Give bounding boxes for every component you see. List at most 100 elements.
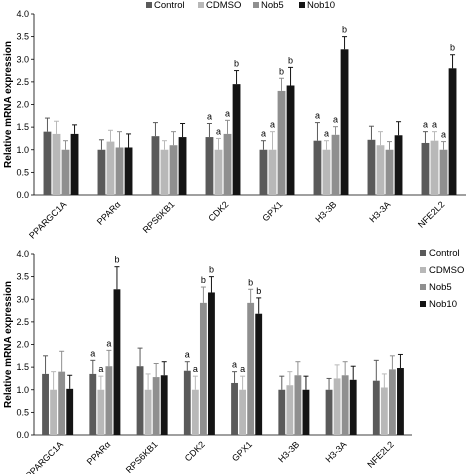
significance-letter: b — [234, 59, 239, 69]
bar-nob5-4 — [223, 133, 232, 195]
y-tick-label: 2.5 — [16, 77, 29, 87]
bar-nob5-8 — [439, 149, 448, 195]
legend-label: Nob10 — [307, 0, 335, 11]
x-category-label: GPX1 — [260, 199, 284, 223]
significance-letter: b — [209, 265, 214, 275]
significance-letter: b — [201, 275, 206, 285]
bar-nob10-2 — [113, 289, 121, 435]
legend-swatch — [420, 267, 426, 273]
significance-letter: b — [256, 286, 261, 296]
bar-control-2 — [89, 373, 97, 435]
bar-cdmso-3 — [144, 389, 152, 435]
bar-nob5-6 — [331, 134, 340, 195]
bar-nob5-4 — [199, 302, 207, 435]
bar-control-6 — [278, 389, 286, 435]
significance-letter: b — [342, 25, 347, 35]
bar-nob10-5 — [286, 85, 295, 195]
y-tick-label: 3.5 — [16, 32, 29, 42]
significance-letter: a — [232, 360, 237, 370]
bar-nob10-2 — [124, 147, 133, 195]
bar-control-8 — [372, 380, 380, 435]
bar-control-1 — [43, 131, 52, 195]
legend-label: Nob5 — [261, 0, 284, 11]
bar-nob5-1 — [61, 149, 70, 195]
bar-nob10-4 — [232, 84, 241, 195]
significance-letter: b — [450, 43, 455, 53]
bar-control-3 — [136, 366, 144, 435]
significance-letter: b — [248, 277, 253, 287]
bar-cdmso-8 — [430, 140, 439, 195]
significance-letter: a — [193, 364, 198, 374]
significance-letter: a — [106, 338, 111, 348]
bar-nob10-1 — [70, 133, 79, 195]
legend-swatch — [146, 2, 152, 8]
significance-letter: a — [315, 111, 320, 121]
bar-nob10-3 — [178, 137, 187, 195]
significance-letter: a — [98, 364, 103, 374]
bar-nob10-7 — [394, 135, 403, 195]
bar-cdmso-1 — [50, 389, 58, 435]
legend-swatch — [420, 250, 426, 256]
legend: Control CDMSO Nob5 Nob10 — [420, 248, 464, 310]
bar-control-1 — [42, 373, 49, 435]
bar-nob5-8 — [388, 369, 396, 435]
significance-letter: a — [270, 120, 275, 130]
bar-control-2 — [97, 149, 106, 195]
bar-cdmso-5 — [268, 149, 277, 195]
bar-control-7 — [367, 139, 376, 195]
significance-letter: b — [114, 255, 119, 265]
bar-control-3 — [151, 136, 160, 195]
y-tick-label: 1.5 — [16, 122, 29, 132]
significance-letter: a — [216, 126, 221, 136]
legend-swatch — [299, 2, 305, 8]
bar-cdmso-7 — [376, 145, 385, 195]
bar-cdmso-4 — [191, 389, 199, 435]
bar-nob5-5 — [247, 302, 255, 435]
bar-nob10-6 — [302, 389, 310, 435]
legend-label: Nob5 — [429, 282, 452, 293]
bar-cdmso-5 — [239, 389, 247, 435]
significance-letter: a — [324, 129, 329, 139]
y-tick-label: 1.0 — [16, 385, 29, 395]
bar-control-4 — [205, 137, 214, 195]
x-category-label: GPX1 — [230, 439, 254, 463]
bar-nob10-3 — [160, 375, 168, 435]
legend-label: Nob10 — [429, 299, 457, 310]
legend-swatch — [198, 2, 204, 8]
x-category-label: H3-3B — [313, 199, 338, 224]
x-category-label: RPS6KB1 — [141, 199, 177, 235]
bar-nob10-8 — [448, 68, 457, 195]
legend-label: CDMSO — [206, 0, 241, 11]
bar-control-6 — [313, 140, 322, 195]
chart-panel-2: 0.0 0.5 1.0 1.5 2.0 2.5 3.0 3.5 4.0 Relative mRNA… — [3, 248, 464, 474]
x-category-label: PPARGC1A — [24, 439, 65, 474]
y-tick-label: 4.0 — [16, 9, 29, 19]
bar-nob5-2 — [115, 147, 124, 195]
legend-swatch — [253, 2, 259, 8]
x-category-label: CDK2 — [206, 199, 230, 223]
y-tick-label: 2.0 — [16, 100, 29, 110]
chart-panel-1: 0.0 0.5 1.0 1.5 2.0 2.5 3.0 3.5 4.0 Relative mRNA… — [3, 0, 466, 241]
bar-nob5-7 — [385, 149, 394, 195]
x-category-label: PPARα — [95, 199, 123, 227]
bar-cdmso-7 — [333, 378, 341, 435]
significance-letter: a — [432, 120, 437, 130]
bar-nob10-8 — [397, 368, 404, 435]
y-tick-label: 0.5 — [16, 407, 29, 417]
bar-nob10-5 — [255, 313, 263, 435]
legend-swatch — [420, 284, 426, 290]
bar-control-5 — [259, 149, 268, 195]
bar-nob5-3 — [152, 377, 160, 435]
y-tick-label: 0.0 — [16, 430, 29, 440]
significance-letter: a — [261, 129, 266, 139]
bar-nob10-4 — [208, 292, 215, 435]
bar-control-5 — [231, 382, 238, 435]
x-category-label: CDK2 — [183, 439, 207, 463]
significance-letter: a — [423, 120, 428, 130]
y-axis-label: Relative mRNA expression — [3, 41, 14, 168]
bar-nob5-2 — [105, 366, 113, 435]
bar-cdmso-2 — [97, 389, 105, 435]
bar-cdmso-2 — [106, 141, 115, 195]
y-axis-label: Relative mRNA expression — [3, 281, 14, 408]
